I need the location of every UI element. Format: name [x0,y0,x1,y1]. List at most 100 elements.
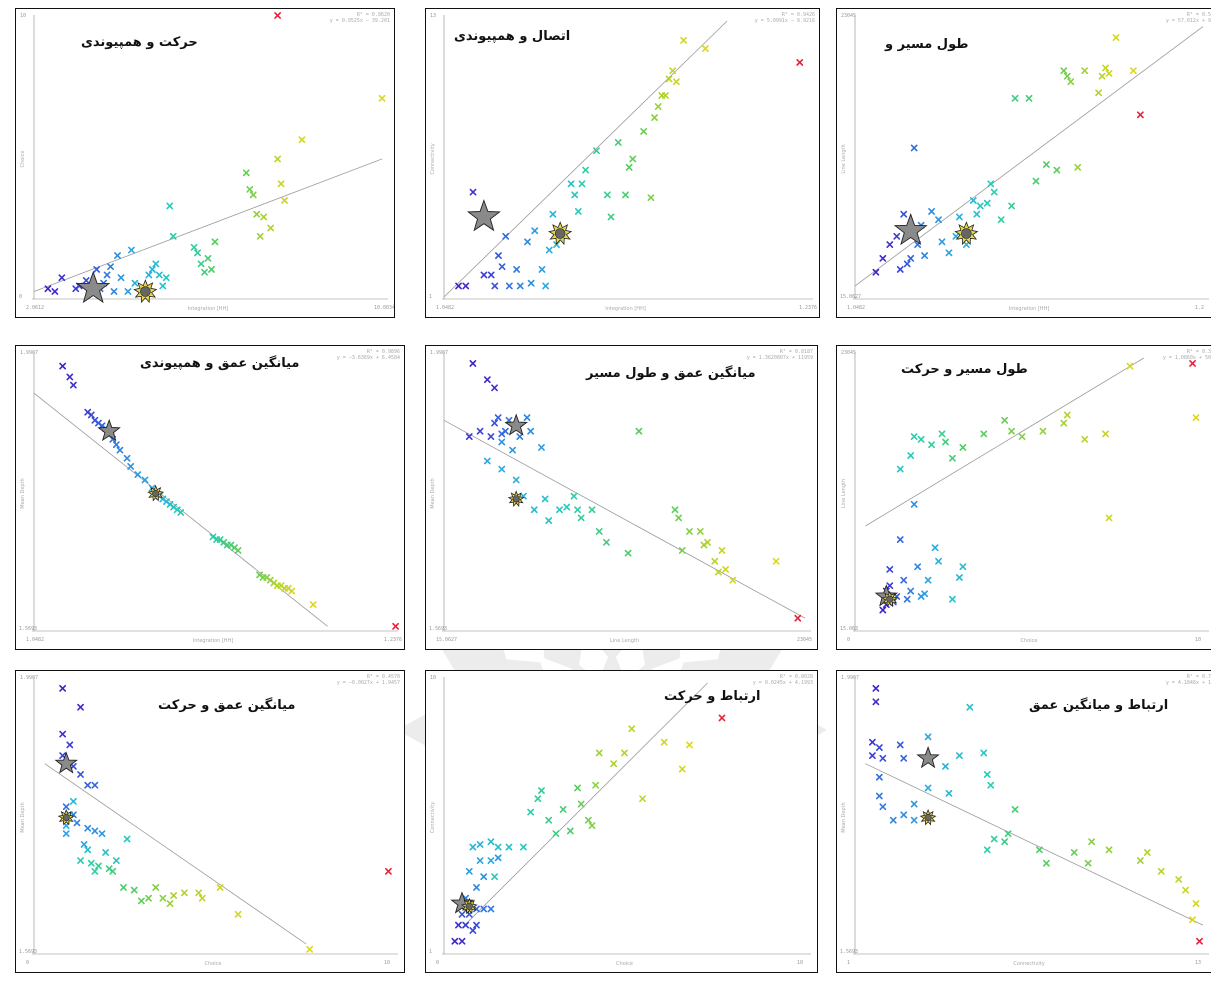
data-point [959,444,967,451]
star-marker [916,745,940,769]
x-max-tick: 10 [797,960,803,966]
data-point [148,265,156,273]
data-point [498,263,506,271]
regression-line [443,20,728,298]
data-point [545,816,553,824]
data-point [155,271,163,279]
data-point [82,277,90,284]
burst-marker-core [62,813,70,822]
data-point [62,830,70,838]
data-point [501,427,509,435]
data-point [260,213,268,221]
data-point [542,282,550,290]
data-point [1004,830,1012,838]
data-point [462,921,470,929]
data-point [538,265,546,273]
data-point [956,213,963,221]
data-point [1196,937,1203,945]
data-point [59,730,67,738]
burst-marker-core [961,228,972,239]
data-point [872,698,880,706]
y-axis-label: Choice [20,151,26,168]
chart-title: میانگین عمق و حرکت [158,698,296,713]
y-max-tick: 23045 [841,13,856,19]
data-point [498,438,506,446]
data-point [559,806,567,813]
data-point [639,795,646,803]
data-point [487,838,495,846]
data-point [298,136,306,144]
data-point [242,169,250,177]
data-point [476,427,484,435]
data-point [177,509,185,516]
regression-line [443,419,806,619]
scatter-panel-5: 1.9907 1.5693 15.0627 23045 Line Length Mean … [425,345,818,650]
data-point [574,506,581,514]
data-point [595,749,603,757]
data-point [473,921,480,929]
data-point [622,191,629,199]
data-point [512,476,520,484]
y-max-tick: 23045 [841,350,856,356]
data-point [603,538,610,546]
data-point [1105,846,1113,854]
data-point [973,210,981,218]
data-point [921,590,928,598]
data-point [476,841,484,848]
chart-title: میانگین عمق و طول مسیر [586,366,756,381]
data-point [458,937,466,945]
data-point [990,835,998,843]
y-min-tick: 15.0627 [840,294,861,300]
data-point [480,873,488,881]
data-point [80,841,88,848]
data-point [249,191,257,199]
data-point [879,754,887,762]
x-max-tick: 10 [1195,637,1201,643]
data-point [141,476,149,484]
data-point [516,433,524,440]
data-point [123,835,131,843]
data-point [577,514,585,522]
data-point [208,265,215,273]
data-point [480,905,488,913]
data-point [1098,72,1106,80]
data-point [628,725,636,733]
data-point [473,884,480,891]
data-point [997,216,1005,224]
x-max-tick: 10 [384,960,390,966]
data-point [794,614,802,622]
data-point [234,547,242,554]
data-point [473,905,480,913]
data-point [1043,859,1050,867]
data-point [469,360,477,367]
data-point [875,773,883,781]
data-point [190,243,198,251]
data-point [469,843,477,851]
x-axis-label: Integration [HH] [1009,306,1050,312]
data-point [216,884,224,891]
data-point [1067,78,1075,86]
data-point [549,210,557,218]
data-point [945,249,953,257]
data-point [1105,514,1113,522]
data-point [385,867,392,875]
data-point [942,438,949,446]
data-point [211,238,219,246]
data-point [130,886,138,894]
data-point [524,238,531,246]
plot-area: 1.9907 1.5693 1 13 Connectivity Mean Depth [840,675,1209,967]
y-max-tick: 1.9907 [20,350,38,356]
data-point [1001,838,1009,846]
y-axis-label: Connectivity [430,802,436,833]
data-point [87,859,95,867]
data-point [483,457,491,465]
x-axis-label: Choice [616,961,633,967]
data-point [903,595,911,603]
data-point [77,857,84,864]
data-point [592,781,600,789]
regression-equation: R² = 0.9426 y = 5.0991x − 9.9216 [754,12,815,24]
data-point [59,362,67,370]
plot-area: 1.9907 1.5693 0 10 Choice Mean Depth [19,675,398,967]
data-point [593,147,600,155]
data-point [1157,867,1165,875]
